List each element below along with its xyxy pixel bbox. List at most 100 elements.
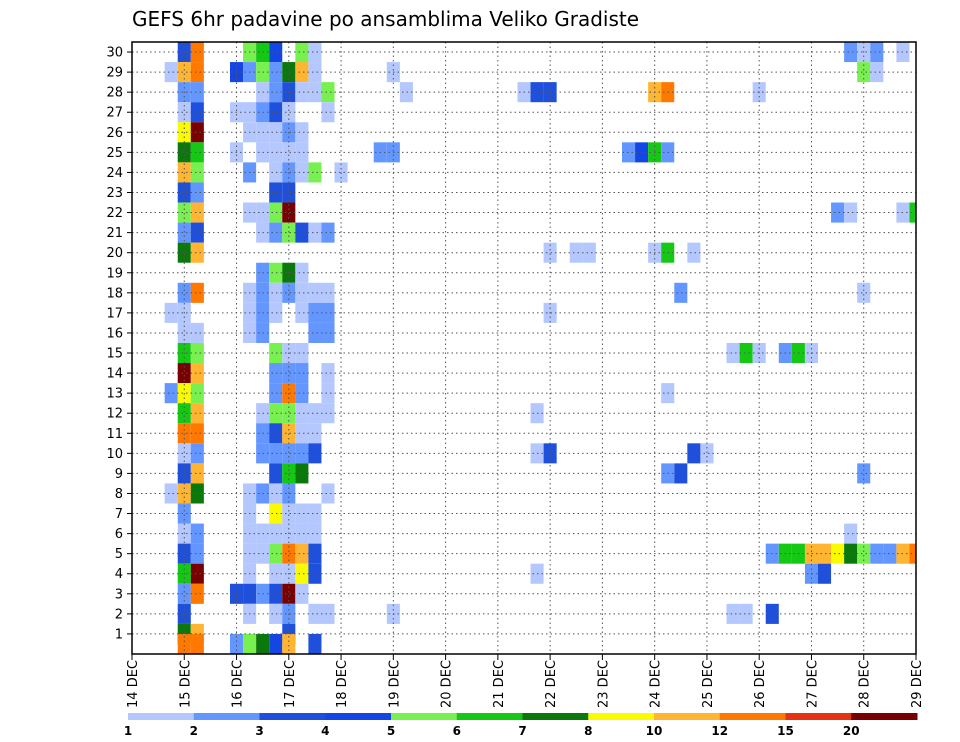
colorbar-label: 3 [255,724,263,738]
x-tick-label: 24 DEC [649,660,664,708]
heatmap-cell [295,463,309,484]
heatmap-cell [190,122,204,143]
heatmap-cell [177,182,191,203]
y-tick-label: 27 [106,106,123,121]
heatmap-cell [308,302,322,323]
y-tick-label: 29 [106,66,123,81]
colorbar-swatch [325,713,392,720]
heatmap-cell [295,403,309,424]
heatmap-cell [282,222,296,243]
heatmap-cell [190,82,204,103]
heatmap-cell [321,403,335,424]
heatmap-cell [269,82,283,103]
heatmap-cell [399,82,413,103]
heatmap-cell [674,463,688,484]
heatmap-cell [543,242,557,263]
heatmap-cell [308,62,322,83]
heatmap-cell [269,423,283,444]
heatmap-cell [164,383,178,404]
colorbar-swatch [259,713,326,720]
heatmap-cell [321,383,335,404]
x-tick-label: 29 DEC [910,660,925,708]
heatmap-cell [269,403,283,424]
heatmap-cell [190,563,204,584]
heatmap-cell [269,603,283,624]
heatmap-cell [269,202,283,223]
heatmap-cell [844,202,858,223]
heatmap-cell [190,423,204,444]
heatmap-cell [674,282,688,303]
y-tick-label: 1 [115,627,123,642]
heatmap-cell [818,543,832,564]
heatmap-cell [282,583,296,604]
heatmap-cell [177,463,191,484]
heatmap-cell [295,363,309,384]
x-tick-label: 23 DEC [596,660,611,708]
heatmap-cell [177,322,191,343]
heatmap-cell [543,443,557,464]
colorbar-swatch [654,713,721,720]
heatmap-cell [582,242,596,263]
heatmap-cell [295,523,309,544]
heatmap-cell [295,423,309,444]
y-tick-label: 28 [106,86,123,101]
heatmap-cell [870,543,884,564]
y-tick-label: 18 [106,286,123,301]
heatmap-cell [295,82,309,103]
heatmap-cell [282,282,296,303]
heatmap-cell [190,282,204,303]
heatmap-cell [269,42,283,63]
y-tick-label: 10 [106,447,123,462]
heatmap-cell [269,122,283,143]
heatmap-cell [295,122,309,143]
x-tick-label: 17 DEC [283,660,298,708]
heatmap-cell [282,463,296,484]
x-tick-label: 15 DEC [178,660,193,708]
colorbar-swatch [193,713,260,720]
y-tick-label: 6 [115,527,123,542]
heatmap-cell [177,222,191,243]
heatmap-cell [190,523,204,544]
colorbar: 1 2 3 4 5 6 7 8 10 12 15 20 [124,713,918,738]
heatmap-cell [282,403,296,424]
y-tick-label: 14 [106,367,123,382]
heatmap-cell [243,633,257,654]
y-tick-label: 24 [106,166,123,181]
heatmap-cell [269,633,283,654]
heatmap-cell [269,583,283,604]
heatmap-cell [295,342,309,364]
heatmap-cell [177,282,191,303]
heatmap-cell [190,403,204,424]
x-tick-label: 27 DEC [805,660,820,708]
heatmap-cell [870,42,884,63]
heatmap-cell [321,363,335,384]
heatmap-cell [177,583,191,604]
heatmap-cell [177,142,191,163]
heatmap-cell [321,82,335,103]
heatmap-cell [190,102,204,123]
heatmap-cell [190,202,204,223]
heatmap-cell [334,162,348,183]
x-tick-label: 19 DEC [387,660,402,708]
x-tick-label: 20 DEC [440,660,455,708]
heatmap-cell [282,102,296,123]
heatmap-cell [282,182,296,203]
grid-lines [132,42,916,654]
x-tick-label: 22 DEC [544,660,559,708]
heatmap-cell [308,523,322,544]
heatmap-cell [282,202,296,223]
x-tick-label: 21 DEC [492,660,507,708]
heatmap-cell [282,503,296,524]
heatmap-cell [687,443,701,464]
y-tick-label: 15 [106,347,123,362]
y-tick-label: 16 [106,326,123,341]
heatmap-cell [282,62,296,83]
x-axis: 14 DEC 15 DEC 16 DEC 17 DEC 18 DEC 19 DEC 20 D… [126,654,925,708]
heatmap-cell [308,503,322,524]
heatmap-cell [177,162,191,183]
heatmap-cell [177,202,191,223]
heatmap-cell [321,322,335,343]
heatmap-cell [295,583,309,604]
heatmap-cell [308,42,322,63]
colorbar-label: 15 [777,724,794,738]
